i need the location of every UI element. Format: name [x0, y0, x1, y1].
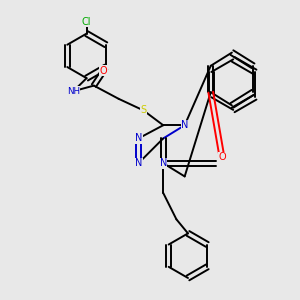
Text: S: S [140, 105, 146, 116]
Text: N: N [160, 158, 167, 168]
Text: O: O [100, 66, 108, 76]
Text: O: O [218, 152, 226, 162]
Text: N: N [181, 120, 188, 130]
Text: Cl: Cl [82, 17, 91, 27]
Text: NH: NH [67, 87, 80, 96]
Text: N: N [135, 158, 142, 168]
Text: N: N [135, 134, 142, 143]
Text: N: N [181, 120, 188, 130]
